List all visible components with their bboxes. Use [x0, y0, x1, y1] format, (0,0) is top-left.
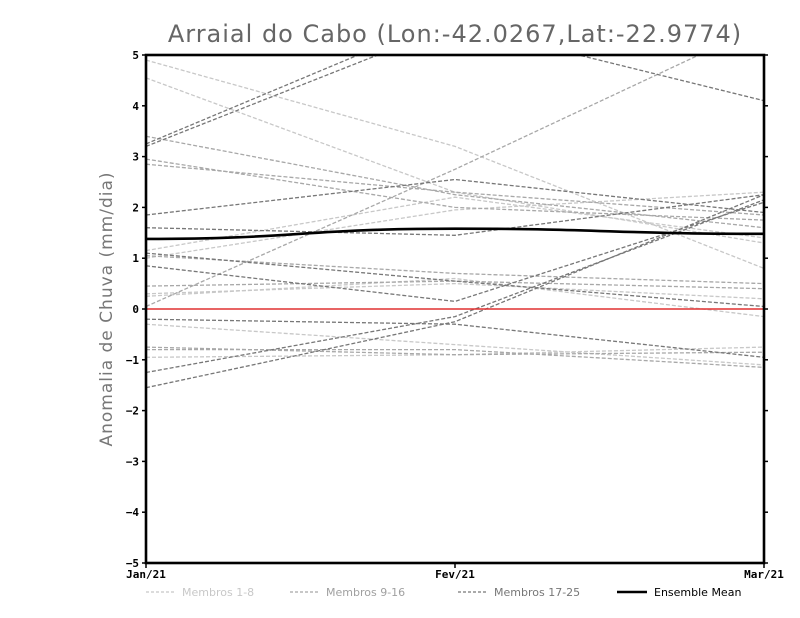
y-tick-label: 5 — [132, 49, 139, 62]
member-series-line — [146, 77, 764, 244]
member-series-line — [146, 55, 360, 145]
member-series-line — [146, 196, 764, 252]
legend-label: Ensemble Mean — [654, 586, 741, 599]
member-series-line — [146, 201, 764, 303]
x-tick-label: Mar/21 — [744, 568, 784, 581]
member-series-line — [146, 255, 764, 285]
member-series-line — [146, 348, 764, 369]
x-tick-label: Fev/21 — [435, 568, 475, 581]
member-series-line — [146, 252, 764, 308]
member-series-line — [146, 194, 764, 236]
legend-label: Membros 1-8 — [182, 586, 254, 599]
member-series-line — [146, 323, 764, 366]
y-tick-label: 4 — [132, 100, 139, 113]
x-tick-label: Jan/21 — [126, 568, 166, 581]
y-tick-label: −3 — [126, 455, 139, 468]
ensemble-mean-line — [146, 227, 764, 241]
legend-label: Membros 9-16 — [326, 586, 405, 599]
legend-label: Membros 17-25 — [494, 586, 580, 599]
member-series-line — [146, 277, 764, 318]
member-series-line — [146, 158, 764, 221]
member-series-line — [146, 163, 764, 216]
y-tick-label: 2 — [132, 201, 139, 214]
y-tick-label: −1 — [126, 354, 140, 367]
member-series-line — [146, 55, 764, 148]
member-series-line — [146, 199, 764, 374]
y-axis-label: Anomalia de Chuva (mm/dia) — [97, 171, 117, 446]
member-series-line — [146, 346, 764, 356]
member-series-line — [146, 318, 764, 358]
series-layer — [146, 55, 764, 389]
member-series-line — [146, 178, 764, 216]
y-tick-label: 1 — [132, 252, 139, 265]
legend: Membros 1-8 Membros 9-16 Membros 17-25 Ense… — [146, 586, 741, 599]
y-tick-label: −4 — [126, 506, 140, 519]
member-series-line — [146, 191, 764, 259]
member-series-line — [146, 135, 764, 229]
y-tick-label: −5 — [126, 557, 139, 570]
y-tick-label: 0 — [132, 303, 139, 316]
member-series-line — [146, 280, 764, 290]
member-series-line — [146, 59, 764, 270]
axis-layer: −5 −4 −3 −2 −1 0 1 2 3 4 5 Jan/21 Fev/21 Mar/21 — [126, 49, 784, 581]
member-series-line — [146, 55, 701, 308]
y-tick-label: 3 — [132, 151, 139, 164]
y-tick-label: −2 — [126, 405, 139, 418]
member-series-line — [146, 194, 764, 389]
chart-title: Arraial do Cabo (Lon:-42.0267,Lat:-22.97… — [168, 20, 742, 48]
member-series-line — [146, 346, 764, 358]
